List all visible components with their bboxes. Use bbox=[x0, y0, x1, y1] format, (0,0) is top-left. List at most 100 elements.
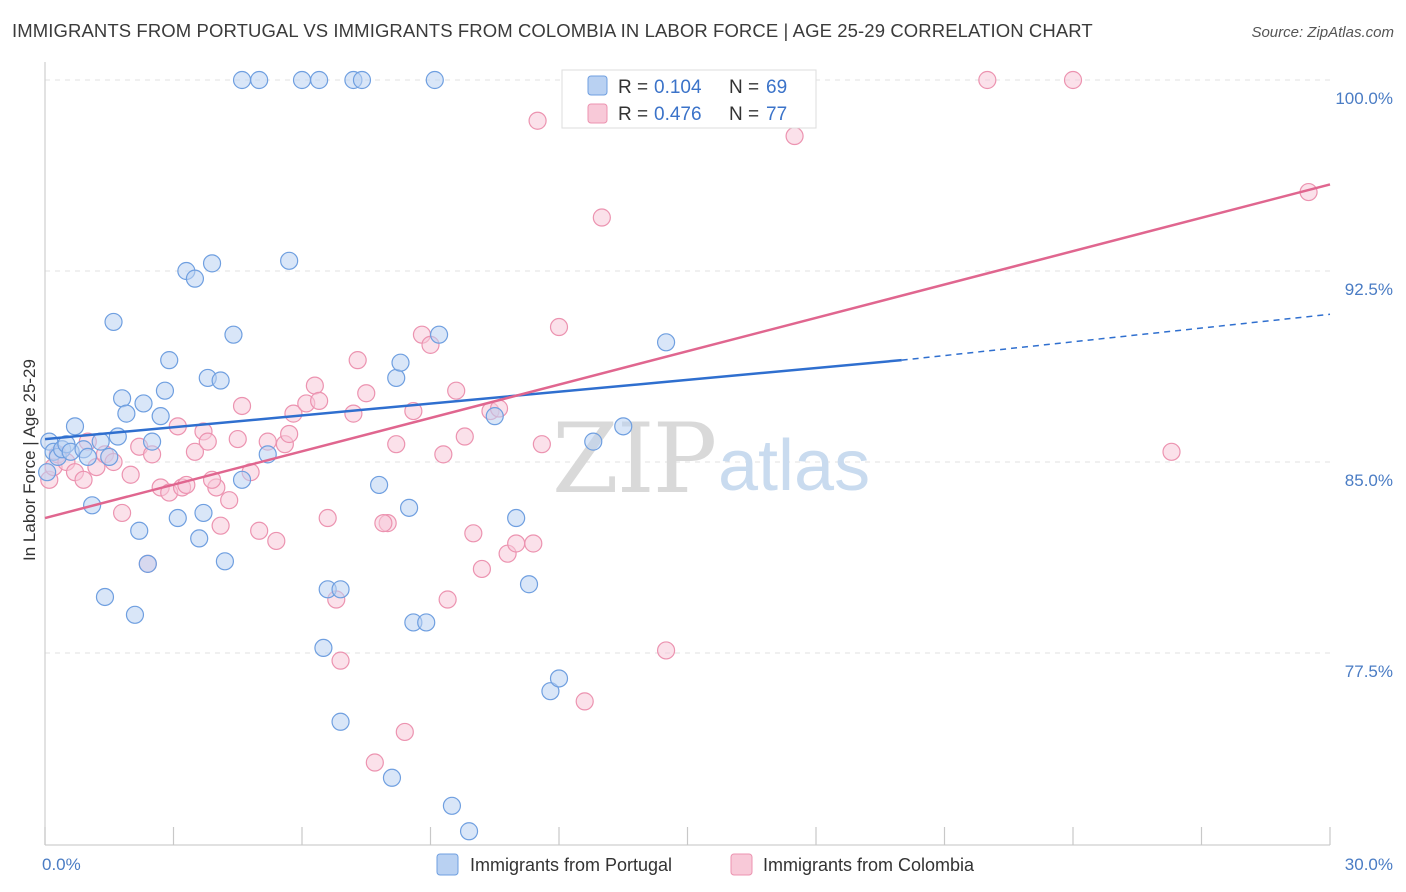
portugal-point-60 bbox=[507, 508, 526, 528]
correlation-legend: R = 0.104 N = 69 R = 0.476 N = 77 bbox=[561, 69, 817, 129]
bottom-legend-swatch-colombia bbox=[730, 853, 753, 876]
series-colombia bbox=[40, 70, 1318, 772]
legend-r-label-1: R = bbox=[618, 77, 648, 98]
colombia-point-76 bbox=[310, 391, 329, 410]
colombia-point-33 bbox=[284, 404, 303, 423]
colombia-point-11 bbox=[121, 465, 140, 484]
legend-r-value-1: 0.104 bbox=[654, 77, 702, 98]
portugal-point-63 bbox=[549, 669, 569, 688]
portugal-point-56 bbox=[429, 325, 449, 344]
colombia-point-49 bbox=[434, 445, 453, 464]
portugal-point-8 bbox=[78, 447, 97, 467]
colombia-point-22 bbox=[198, 432, 217, 451]
portugal-point-28 bbox=[190, 529, 209, 548]
portugal-point-42 bbox=[314, 638, 333, 658]
colombia-point-60 bbox=[528, 111, 547, 130]
bottom-legend-swatch-portugal bbox=[436, 853, 459, 876]
colombia-point-58 bbox=[507, 534, 526, 553]
colombia-point-59 bbox=[524, 534, 543, 553]
colombia-point-61 bbox=[532, 435, 551, 454]
legend-swatch-colombia bbox=[587, 103, 608, 124]
watermark-zip: ZIP bbox=[552, 403, 715, 515]
portugal-point-19 bbox=[134, 394, 153, 413]
portugal-point-22 bbox=[151, 407, 170, 426]
legend-r-label-2: R = bbox=[618, 104, 648, 125]
colombia-point-35 bbox=[305, 376, 324, 395]
portugal-point-50 bbox=[387, 368, 406, 388]
colombia-point-70 bbox=[1063, 70, 1083, 90]
portugal-point-62 bbox=[541, 682, 560, 701]
colombia-point-41 bbox=[357, 384, 376, 403]
y-tick-label-2: 85.0% bbox=[1345, 471, 1393, 490]
colombia-point-54 bbox=[472, 559, 491, 579]
colombia-point-65 bbox=[656, 641, 676, 660]
watermark: ZIP atlas bbox=[552, 403, 870, 515]
colombia-point-62 bbox=[549, 317, 569, 337]
colombia-point-50 bbox=[438, 590, 457, 609]
portugal-point-58 bbox=[459, 822, 479, 841]
portugal-point-33 bbox=[215, 552, 234, 571]
portugal-point-17 bbox=[125, 605, 145, 624]
x-tick-label-0: 0.0% bbox=[42, 855, 81, 874]
portugal-point-37 bbox=[250, 70, 269, 90]
portugal-point-25 bbox=[168, 508, 187, 528]
portugal-point-15 bbox=[112, 389, 132, 408]
legend-n-label-1: N = bbox=[729, 77, 759, 98]
portugal-point-59 bbox=[485, 407, 504, 426]
x-tick-labels: 0.0% 30.0% bbox=[42, 855, 1393, 874]
legend-swatch-portugal bbox=[587, 75, 608, 96]
colombia-point-10 bbox=[112, 503, 132, 523]
portugal-point-64 bbox=[584, 432, 603, 451]
portugal-point-41 bbox=[310, 70, 329, 90]
legend-n-value-1: 69 bbox=[766, 77, 787, 98]
portugal-point-21 bbox=[142, 432, 162, 451]
trendline-portugal-extension bbox=[901, 313, 1331, 361]
colombia-point-46 bbox=[404, 401, 423, 421]
portugal-point-32 bbox=[211, 371, 230, 390]
colombia-point-52 bbox=[455, 427, 474, 446]
bottom-legend-label-portugal: Immigrants from Portugal bbox=[470, 855, 672, 875]
portugal-point-52 bbox=[399, 498, 419, 517]
portugal-point-40 bbox=[292, 70, 312, 90]
colombia-point-53 bbox=[464, 524, 483, 543]
trendline-portugal bbox=[44, 358, 902, 441]
y-tick-labels: 100.0% 92.5% 85.0% 77.5% bbox=[1335, 89, 1393, 681]
legend-n-value-2: 77 bbox=[766, 104, 787, 125]
portugal-point-34 bbox=[224, 325, 243, 344]
colombia-point-40 bbox=[348, 351, 367, 370]
colombia-point-39 bbox=[344, 404, 363, 423]
portugal-point-66 bbox=[656, 333, 676, 352]
colombia-point-29 bbox=[250, 521, 269, 540]
colombia-point-63 bbox=[575, 692, 594, 711]
y-tick-label-0: 100.0% bbox=[1335, 89, 1393, 108]
portugal-point-23 bbox=[155, 381, 175, 400]
x-tick-label-1: 30.0% bbox=[1345, 855, 1393, 874]
source-label: Source: ZipAtlas.com bbox=[1251, 24, 1394, 41]
portugal-point-27 bbox=[185, 269, 205, 288]
portugal-point-47 bbox=[352, 70, 372, 90]
colombia-point-51 bbox=[447, 381, 466, 400]
portugal-point-24 bbox=[160, 351, 179, 370]
portugal-point-36 bbox=[232, 70, 252, 90]
portugal-point-13 bbox=[104, 312, 123, 332]
colombia-point-27 bbox=[232, 396, 252, 416]
colombia-point-38 bbox=[331, 651, 350, 670]
portugal-point-16 bbox=[117, 404, 136, 423]
colombia-point-45 bbox=[395, 722, 414, 742]
portugal-point-29 bbox=[194, 503, 213, 523]
colombia-point-5 bbox=[74, 470, 93, 489]
trendlines bbox=[44, 183, 1331, 520]
colombia-point-26 bbox=[228, 429, 247, 449]
colombia-point-75 bbox=[374, 514, 393, 533]
portugal-point-35 bbox=[232, 470, 252, 489]
portugal-point-51 bbox=[391, 353, 410, 372]
legend-r-value-2: 0.476 bbox=[654, 104, 702, 125]
portugal-point-18 bbox=[130, 521, 149, 540]
chart-title: IMMIGRANTS FROM PORTUGAL VS IMMIGRANTS F… bbox=[12, 20, 1093, 41]
trendline-colombia bbox=[44, 183, 1331, 520]
portugal-point-54 bbox=[417, 613, 436, 632]
colombia-point-24 bbox=[211, 516, 230, 535]
portugal-point-39 bbox=[280, 251, 299, 270]
legend-n-label-2: N = bbox=[729, 104, 759, 125]
colombia-point-31 bbox=[267, 531, 286, 551]
